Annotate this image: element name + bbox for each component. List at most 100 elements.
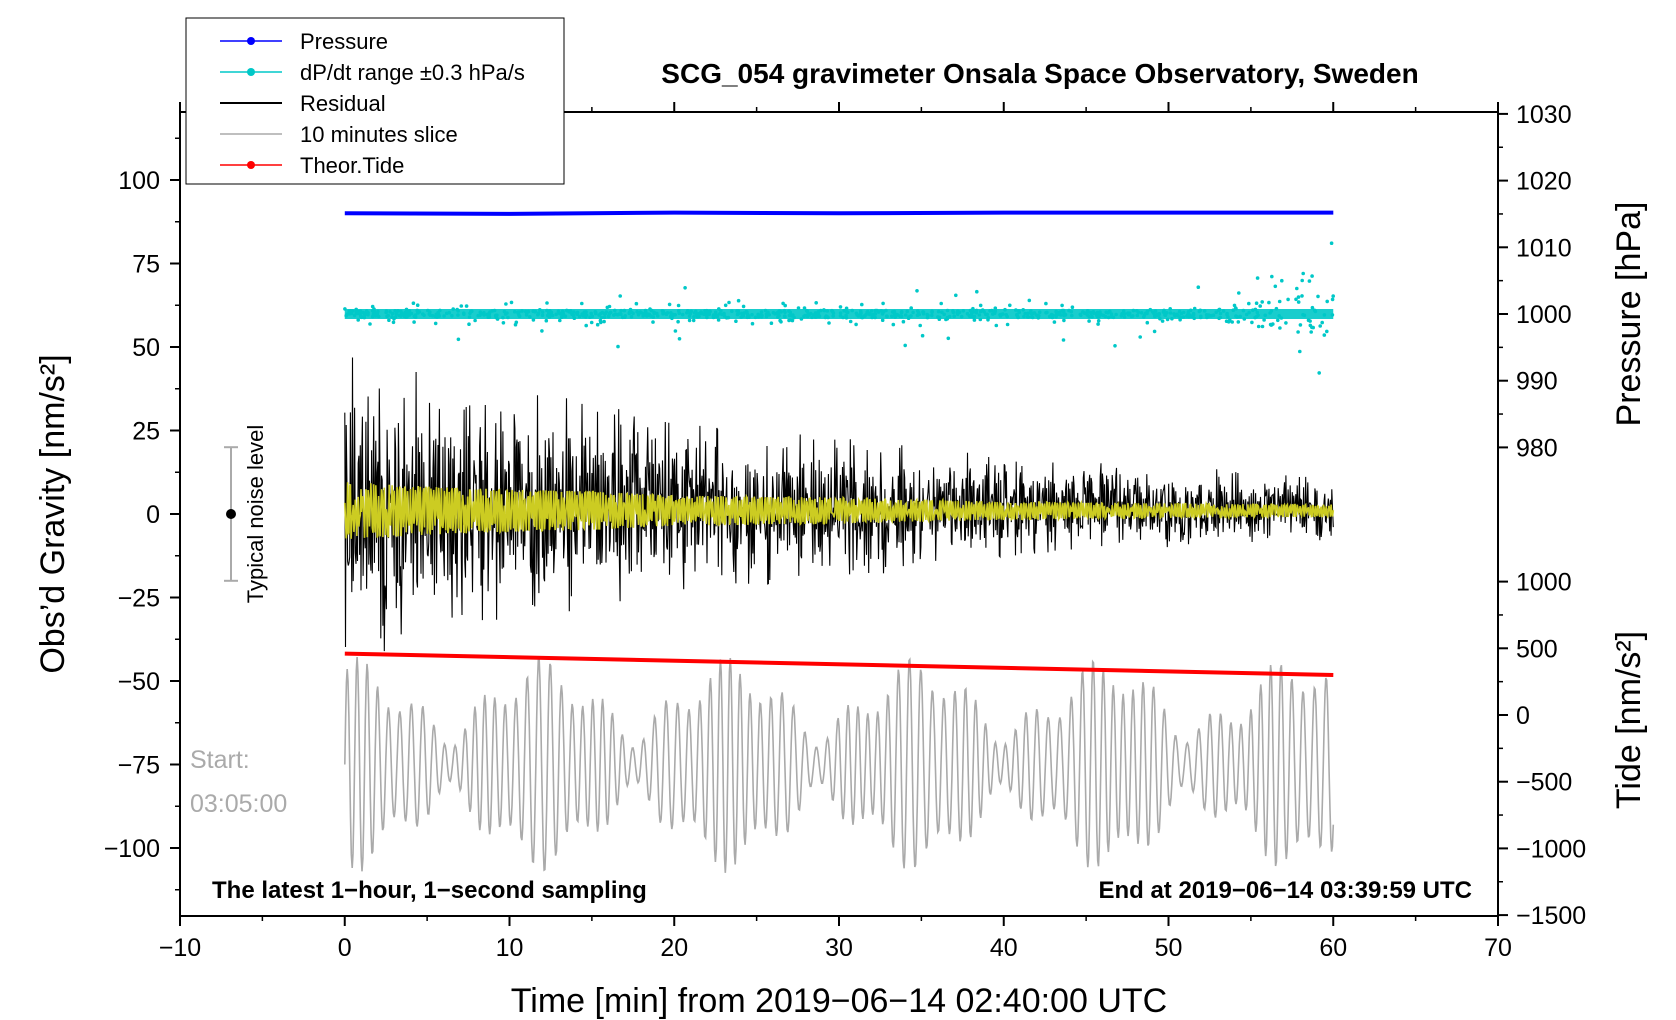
y-tick-label-pressure: 980 xyxy=(1516,434,1558,462)
noise-level-label: Typical noise level xyxy=(243,425,268,604)
x-tick-label: 40 xyxy=(990,934,1018,962)
end-time-note: End at 2019−06−14 03:39:59 UTC xyxy=(1098,877,1472,904)
legend-box xyxy=(185,17,565,185)
dpdt-point xyxy=(1096,319,1101,323)
dpdt-point xyxy=(501,321,506,325)
legend-label: dP/dt range ±0.3 hPa/s xyxy=(300,60,525,85)
y-tick-label-pressure: 1010 xyxy=(1516,234,1572,262)
y-tick-label-tide: −1500 xyxy=(1516,902,1586,930)
dpdt-point xyxy=(1270,274,1274,279)
legend-marker xyxy=(247,37,255,45)
dpdt-point xyxy=(1300,294,1304,298)
x-tick-label: −10 xyxy=(159,934,201,962)
dpdt-point xyxy=(788,318,793,322)
dpdt-point xyxy=(1318,324,1322,328)
dpdt-point xyxy=(1295,286,1299,291)
legend-label: 10 minutes slice xyxy=(300,122,458,147)
dpdt-point xyxy=(814,301,818,305)
dpdt-point xyxy=(464,304,469,308)
dpdt-point xyxy=(918,323,922,328)
y-tick-label-tide: 500 xyxy=(1516,635,1558,663)
y-tick-label-left: 0 xyxy=(146,501,160,529)
legend: Pressure dP/dt range ±0.3 hPa/s Residual 10… xyxy=(185,17,565,185)
dpdt-point xyxy=(509,300,514,305)
y-tick-label-left: −25 xyxy=(118,585,160,613)
dpdt-point xyxy=(673,329,678,333)
dpdt-point xyxy=(598,318,603,323)
dpdt-point xyxy=(741,304,746,309)
dpdt-point xyxy=(513,322,518,327)
dpdt-series xyxy=(343,241,1335,375)
dpdt-point xyxy=(616,344,620,349)
dpdt-point xyxy=(1277,299,1282,304)
sampling-note: The latest 1−hour, 1−second sampling xyxy=(212,877,647,904)
dpdt-point xyxy=(459,304,464,308)
noise-level-indicator: Typical noise level xyxy=(224,425,268,604)
dpdt-point xyxy=(1236,320,1241,324)
dpdt-point xyxy=(1301,271,1305,276)
tick-labels: −10 0 10 20 30 40 50 60 70−100−75−50−25025507510… xyxy=(104,101,1587,962)
legend-label: Pressure xyxy=(300,29,388,54)
dpdt-point xyxy=(1260,324,1265,329)
y-tick-label-left: 50 xyxy=(132,334,160,362)
legend-label: Theor.Tide xyxy=(300,153,404,178)
start-label: Start: xyxy=(190,746,250,774)
dpdt-point xyxy=(939,301,943,306)
dpdt-band xyxy=(344,309,1334,319)
theoretical-tide-series xyxy=(344,651,1334,677)
dpdt-point xyxy=(1224,319,1229,324)
y-tick-label-left: 100 xyxy=(118,167,160,195)
y-axis-label-tide: Tide [nm/s²] xyxy=(1610,631,1648,809)
dpdt-point xyxy=(1330,297,1335,302)
y-tick-label-pressure: 1020 xyxy=(1516,168,1572,196)
dpdt-point xyxy=(1027,298,1032,303)
dpdt-point xyxy=(1250,320,1254,325)
dpdt-point xyxy=(544,318,549,323)
dpdt-point xyxy=(676,319,680,324)
dpdt-point xyxy=(1258,304,1262,308)
dpdt-point xyxy=(1298,323,1303,327)
dpdt-point xyxy=(411,301,416,306)
dpdt-point xyxy=(589,320,594,325)
dpdt-point xyxy=(1331,294,1335,298)
dpdt-point xyxy=(618,294,622,298)
dpdt-point xyxy=(1316,294,1320,299)
x-axis-label: Time [min] from 2019−06−14 02:40:00 UTC xyxy=(511,982,1167,1020)
slice-line xyxy=(344,656,1335,873)
y-tick-label-pressure: 1030 xyxy=(1516,101,1572,129)
dpdt-point xyxy=(1307,279,1312,283)
dpdt-point xyxy=(545,301,549,305)
dpdt-point xyxy=(1260,300,1264,304)
x-tick-label: 70 xyxy=(1484,934,1512,962)
chart-title: SCG_054 gravimeter Onsala Space Observat… xyxy=(661,58,1418,89)
start-time: 03:05:00 xyxy=(190,790,287,818)
dpdt-point xyxy=(796,306,801,310)
y-tick-label-pressure: 990 xyxy=(1516,368,1558,396)
dpdt-point xyxy=(827,321,831,325)
dpdt-point xyxy=(456,337,461,342)
dpdt-point xyxy=(1310,274,1314,278)
legend-marker xyxy=(247,161,255,169)
dpdt-point xyxy=(473,318,477,323)
dpdt-point xyxy=(723,303,728,308)
dpdt-point xyxy=(1273,284,1278,289)
dpdt-point xyxy=(584,323,588,328)
dpdt-point xyxy=(1152,329,1157,334)
dpdt-point xyxy=(415,303,420,308)
dpdt-point xyxy=(1322,333,1327,337)
dpdt-point xyxy=(676,303,681,308)
dpdt-point xyxy=(433,321,438,326)
dpdt-point xyxy=(1267,300,1271,305)
dpdt-point xyxy=(716,318,721,322)
y-tick-label-left: 25 xyxy=(132,418,160,446)
dpdt-point xyxy=(1160,319,1165,323)
y-tick-label-left: −75 xyxy=(118,752,160,780)
dpdt-point xyxy=(1044,301,1048,306)
dpdt-point xyxy=(1309,330,1313,334)
legend-label: Residual xyxy=(300,91,386,116)
dpdt-point xyxy=(781,301,785,306)
dpdt-point xyxy=(1296,300,1301,304)
dpdt-point xyxy=(946,336,951,341)
dpdt-point xyxy=(467,322,471,327)
dpdt-point xyxy=(1325,299,1329,304)
